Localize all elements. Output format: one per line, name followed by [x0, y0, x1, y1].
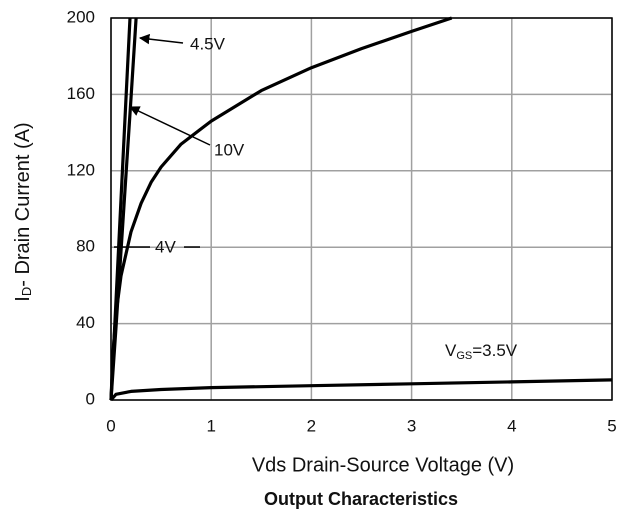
- annotation: 10V: [214, 140, 245, 159]
- annotation: 4V: [155, 237, 176, 256]
- y-axis-label: ID- Drain Current (A): [12, 122, 34, 301]
- x-tick-label: 5: [607, 416, 616, 435]
- y-tick-label: 0: [86, 389, 95, 408]
- annotation: VGS=3.5V: [445, 341, 518, 361]
- y-label-text: I: [12, 296, 34, 302]
- x-tick-label: 4: [507, 416, 516, 435]
- x-tick-label: 3: [407, 416, 416, 435]
- y-label-subscript: D: [19, 287, 34, 296]
- arrow: [138, 33, 184, 45]
- y-tick-label: 160: [67, 84, 95, 103]
- grid: [110, 17, 613, 401]
- x-axis-label: Vds Drain-Source Voltage (V): [252, 454, 514, 476]
- plot-frame: [110, 17, 613, 401]
- annotation-suffix: =3.5V: [472, 341, 518, 360]
- x-tick-label: 1: [206, 416, 215, 435]
- arrow: [129, 106, 211, 146]
- y-tick-label: 200: [67, 7, 95, 26]
- curve: [109, 378, 613, 402]
- x-tick-label: 2: [307, 416, 316, 435]
- y-label-suffix: - Drain Current (A): [12, 122, 34, 286]
- annotation-subscript: GS: [456, 350, 472, 362]
- y-tick-label: 40: [76, 313, 95, 332]
- x-tick-label: 0: [106, 416, 115, 435]
- y-tick-label: 80: [76, 237, 95, 256]
- curves: [109, 16, 613, 402]
- annotation: 4.5V: [190, 34, 226, 53]
- annotation-text: V: [445, 341, 457, 360]
- chart-title: Output Characteristics: [264, 489, 458, 509]
- y-tick-label: 120: [67, 160, 95, 179]
- curve: [109, 16, 453, 401]
